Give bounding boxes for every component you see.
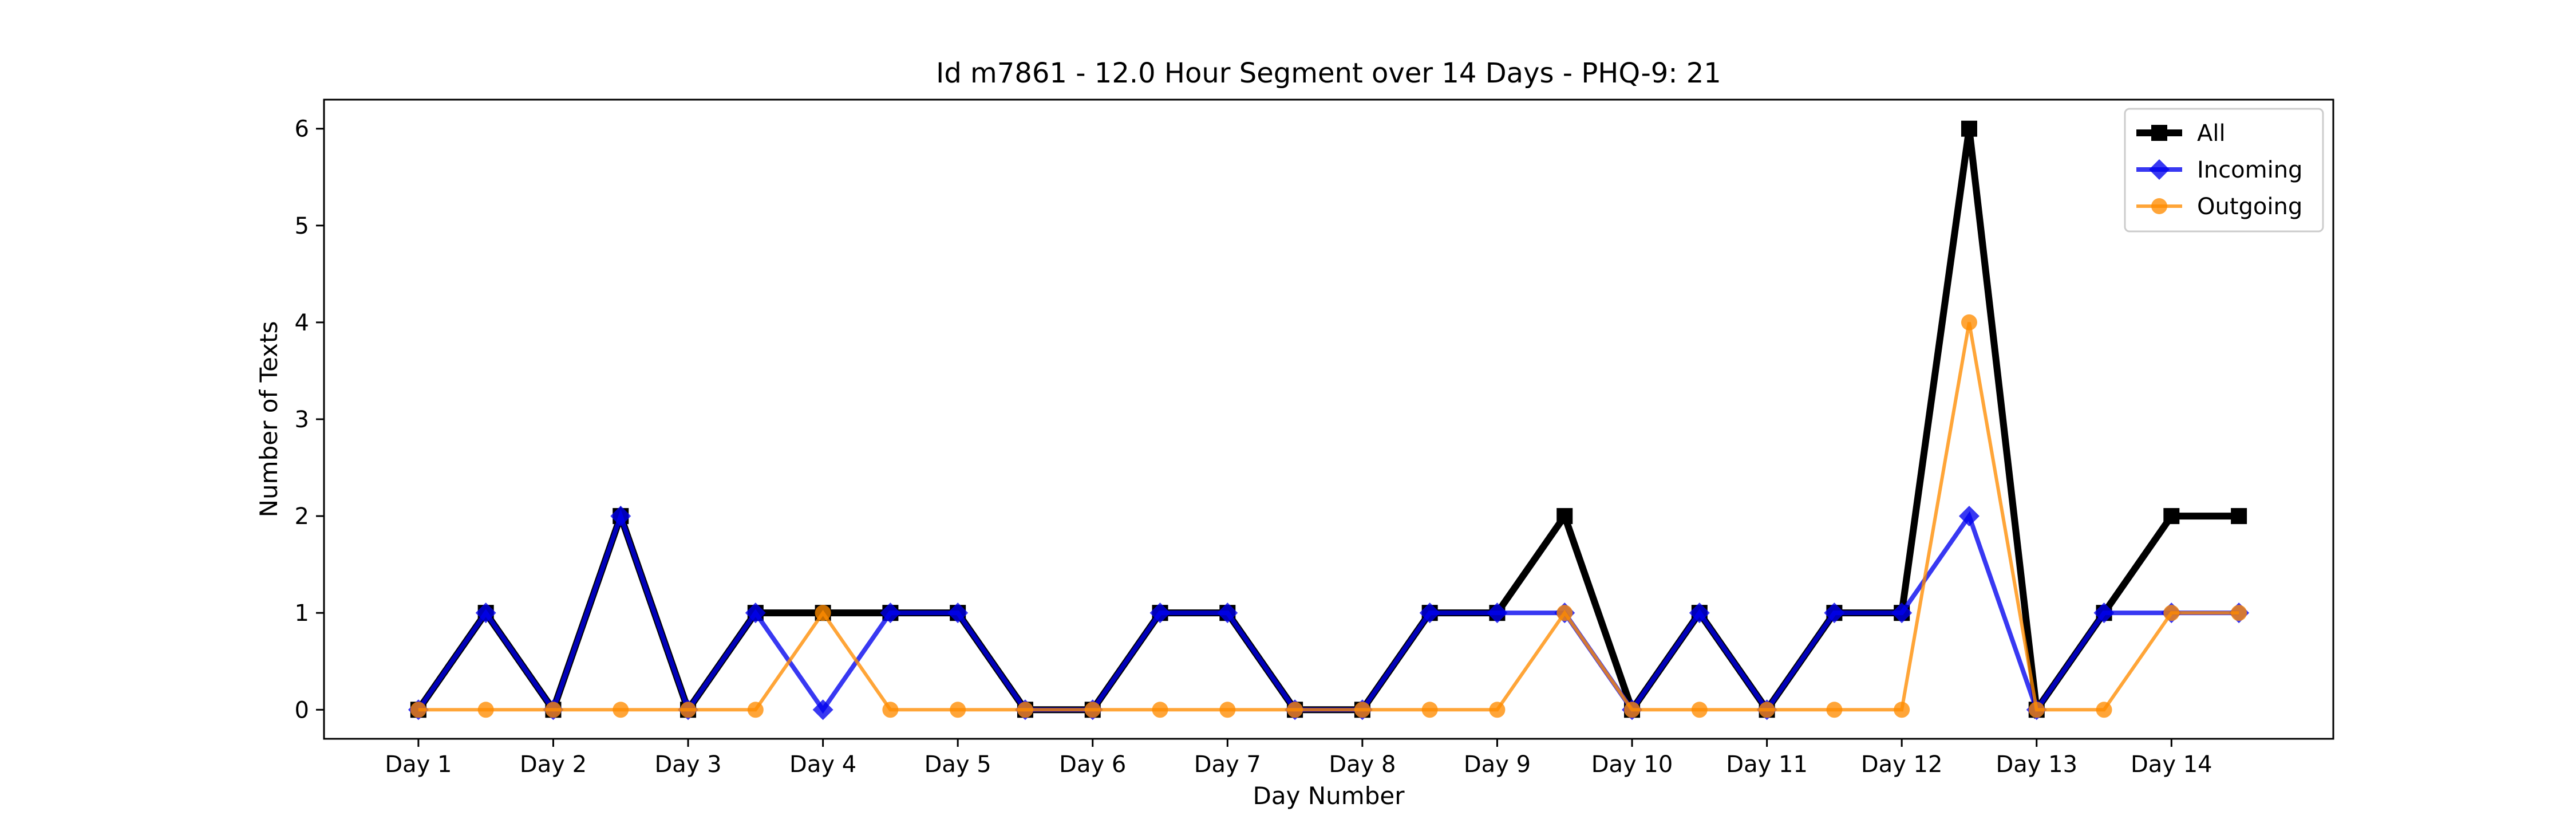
- legend-label: Outgoing: [2197, 194, 2302, 220]
- y-tick-label: 1: [295, 600, 309, 627]
- data-point-outgoing: [1287, 702, 1303, 718]
- data-point-incoming: [1149, 602, 1171, 624]
- data-point-outgoing: [545, 702, 562, 718]
- legend-label: All: [2197, 120, 2226, 147]
- data-point-outgoing: [1017, 702, 1033, 718]
- x-tick-label: Day 6: [1059, 751, 1126, 778]
- legend-item-incoming: Incoming: [2136, 157, 2302, 183]
- data-point-outgoing: [477, 702, 494, 718]
- y-tick-label: 3: [295, 407, 309, 433]
- data-point-outgoing: [950, 702, 966, 718]
- legend-item-all: All: [2136, 120, 2226, 147]
- y-tick-label: 5: [295, 213, 309, 239]
- data-point-outgoing: [1219, 702, 1236, 718]
- data-point-outgoing: [1624, 702, 1641, 718]
- legend-box: [2124, 108, 2324, 233]
- x-tick-label: Day 12: [1861, 751, 1943, 778]
- legend-marker: [2151, 125, 2167, 141]
- x-tick-label: Day 1: [385, 751, 452, 778]
- y-tick-label: 0: [295, 697, 309, 723]
- data-point-incoming: [1689, 602, 1710, 624]
- data-point-outgoing: [613, 702, 629, 718]
- data-point-all: [1556, 508, 1573, 525]
- data-point-outgoing: [1354, 702, 1370, 718]
- data-point-outgoing: [1084, 702, 1101, 718]
- data-point-outgoing: [1894, 702, 1910, 718]
- legend: All Incoming Outgoing: [2124, 108, 2324, 233]
- legend-label: Incoming: [2197, 157, 2302, 183]
- data-point-incoming: [1824, 602, 1845, 624]
- y-tick-label: 4: [295, 310, 309, 336]
- x-tick-label: Day 11: [1726, 751, 1808, 778]
- data-point-outgoing: [2096, 702, 2112, 718]
- x-tick-label: Day 8: [1329, 751, 1396, 778]
- data-point-all: [1961, 120, 1977, 137]
- x-tick-label: Day 9: [1464, 751, 1531, 778]
- data-point-outgoing: [1759, 702, 1775, 718]
- x-tick-label: Day 10: [1591, 751, 1673, 778]
- series-layer: [408, 120, 2250, 720]
- data-point-incoming: [1958, 506, 1980, 527]
- x-tick-label: Day 14: [2131, 751, 2212, 778]
- x-tick-label: Day 3: [654, 751, 721, 778]
- data-point-all: [2231, 508, 2247, 525]
- data-point-all: [2163, 508, 2180, 525]
- x-tick-label: Day 13: [1996, 751, 2077, 778]
- data-point-incoming: [610, 506, 631, 527]
- x-axis-label: Day Number: [1253, 782, 1405, 810]
- y-tick-label: 6: [295, 116, 309, 143]
- data-point-incoming: [947, 602, 969, 624]
- legend-marker: [2149, 159, 2170, 180]
- y-tick-label: 2: [295, 503, 309, 530]
- data-point-incoming: [1419, 602, 1440, 624]
- series-line-outgoing: [418, 322, 2239, 712]
- data-point-outgoing: [680, 702, 697, 718]
- data-point-incoming: [475, 602, 496, 624]
- data-point-outgoing: [2163, 605, 2180, 621]
- legend-item-outgoing: Outgoing: [2136, 194, 2302, 220]
- data-point-outgoing: [1152, 702, 1168, 718]
- data-point-outgoing: [1421, 702, 1438, 718]
- x-tick-label: Day 2: [520, 751, 587, 778]
- data-point-outgoing: [1691, 702, 1708, 718]
- data-point-outgoing: [815, 605, 831, 621]
- legend-marker: [2151, 198, 2167, 214]
- data-point-incoming: [745, 602, 766, 624]
- x-tick-label: Day 7: [1194, 751, 1261, 778]
- data-point-outgoing: [2028, 702, 2045, 718]
- data-point-outgoing: [882, 702, 899, 718]
- data-point-incoming: [1487, 602, 1508, 624]
- x-tick-label: Day 4: [789, 751, 856, 778]
- axis-layer: Day 1 Day 2 Day 3 Day 4 Day 5 Day 6 Day 7 Day 8…: [295, 116, 2212, 778]
- series-outgoing: [410, 314, 2247, 718]
- data-point-incoming: [812, 699, 833, 720]
- data-point-outgoing: [1489, 702, 1506, 718]
- data-point-outgoing: [747, 702, 764, 718]
- data-point-incoming: [1217, 602, 1238, 624]
- data-point-outgoing: [1961, 314, 1977, 330]
- x-tick-label: Day 5: [924, 751, 991, 778]
- data-point-outgoing: [1826, 702, 1843, 718]
- data-point-incoming: [880, 602, 901, 624]
- y-axis-label: Number of Texts: [255, 321, 283, 518]
- data-point-outgoing: [1556, 605, 1573, 621]
- data-point-incoming: [1891, 602, 1913, 624]
- data-point-outgoing: [2231, 605, 2247, 621]
- chart-title: Id m7861 - 12.0 Hour Segment over 14 Day…: [936, 57, 1721, 89]
- data-point-outgoing: [410, 702, 426, 718]
- data-point-incoming: [2093, 602, 2115, 624]
